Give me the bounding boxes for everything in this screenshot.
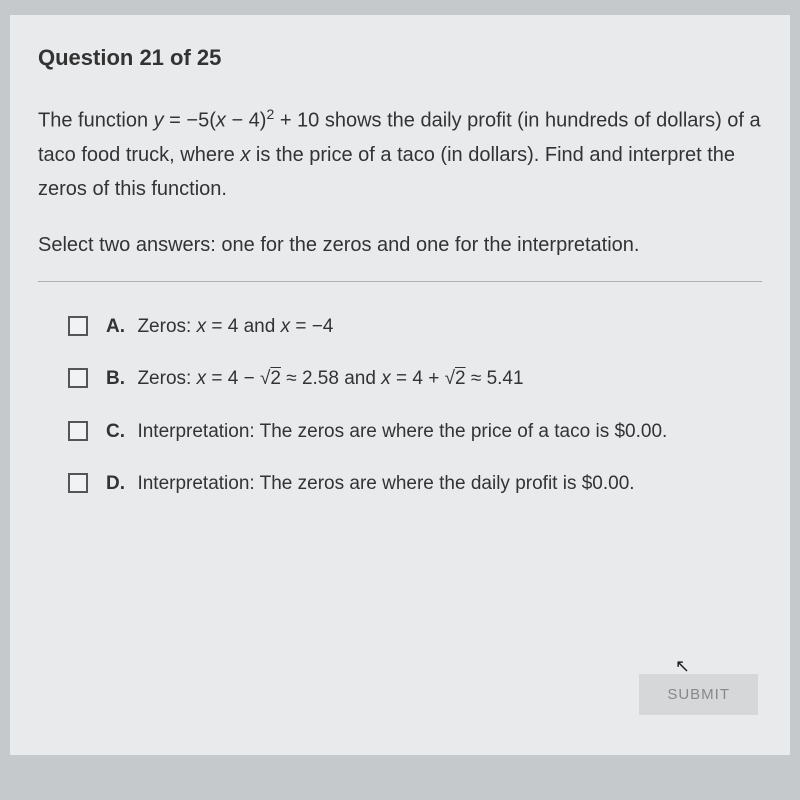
option-d[interactable]: D. Interpretation: The zeros are where t… (68, 471, 762, 498)
submit-button[interactable]: SUBMIT (639, 674, 758, 715)
question-instruction: Select two answers: one for the zeros an… (38, 234, 762, 257)
option-label-b: B. (106, 368, 125, 389)
option-text-d: Interpretation: The zeros are where the … (137, 473, 634, 494)
option-a[interactable]: A. Zeros: x = 4 and x = −4 (68, 314, 762, 341)
option-text-a: Zeros: x = 4 and x = −4 (137, 316, 333, 337)
question-body: The function y = −5(x − 4)2 + 10 shows t… (38, 103, 762, 206)
option-label-c: C. (106, 421, 125, 442)
option-b[interactable]: B. Zeros: x = 4 − √2 ≈ 2.58 and x = 4 + … (68, 366, 762, 393)
options-list: A. Zeros: x = 4 and x = −4 B. Zeros: x =… (38, 314, 762, 498)
question-number: Question 21 of 25 (38, 45, 762, 71)
option-label-d: D. (106, 473, 125, 494)
checkbox-d[interactable] (68, 473, 88, 493)
option-text-c: Interpretation: The zeros are where the … (137, 421, 667, 442)
option-c[interactable]: C. Interpretation: The zeros are where t… (68, 419, 762, 446)
checkbox-c[interactable] (68, 421, 88, 441)
option-label-a: A. (106, 316, 125, 337)
question-panel: Question 21 of 25 The function y = −5(x … (10, 15, 790, 755)
section-divider (38, 281, 762, 282)
checkbox-b[interactable] (68, 368, 88, 388)
checkbox-a[interactable] (68, 316, 88, 336)
option-text-b: Zeros: x = 4 − √2 ≈ 2.58 and x = 4 + √2 … (137, 368, 523, 389)
